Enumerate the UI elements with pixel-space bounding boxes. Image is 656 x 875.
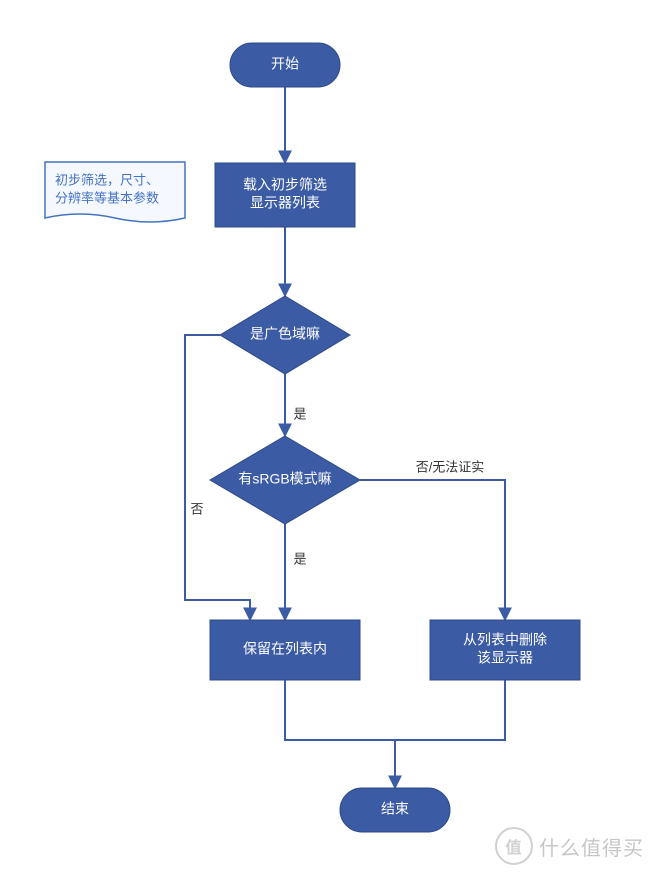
edge-keep-end bbox=[285, 680, 395, 788]
svg-text:初步筛选，尺寸、: 初步筛选，尺寸、 bbox=[55, 172, 159, 187]
svg-text:结束: 结束 bbox=[381, 801, 409, 817]
watermark-text: 什么值得买 bbox=[539, 832, 644, 861]
svg-text:显示器列表: 显示器列表 bbox=[250, 195, 320, 211]
node-decision-gamut: 是广色域嘛 bbox=[220, 296, 350, 374]
svg-text:从列表中删除: 从列表中删除 bbox=[463, 632, 547, 648]
node-end: 结束 bbox=[340, 788, 450, 832]
svg-text:有sRGB模式嘛: 有sRGB模式嘛 bbox=[238, 471, 331, 487]
node-decision-srgb: 有sRGB模式嘛 bbox=[210, 436, 360, 524]
edge-label-d2-yes: 是 bbox=[293, 551, 306, 566]
node-keep: 保留在列表内 bbox=[210, 620, 360, 680]
svg-text:保留在列表内: 保留在列表内 bbox=[243, 641, 327, 657]
node-start: 开始 bbox=[230, 43, 340, 87]
svg-text:分辨率等基本参数: 分辨率等基本参数 bbox=[55, 190, 159, 205]
svg-text:载入初步筛选: 载入初步筛选 bbox=[243, 177, 327, 193]
watermark-badge-icon: 值 bbox=[495, 827, 533, 865]
edge-label-d1-yes: 是 bbox=[293, 406, 306, 421]
node-load: 载入初步筛选 显示器列表 bbox=[215, 163, 355, 227]
edge-remove-end bbox=[395, 680, 505, 740]
svg-text:是广色域嘛: 是广色域嘛 bbox=[250, 326, 320, 342]
svg-text:该显示器: 该显示器 bbox=[477, 650, 533, 666]
flowchart-canvas: 是 是 否 否/无法证实 开始 初步筛选，尺寸、 分辨率等基本参数 载入初步筛选… bbox=[0, 0, 656, 875]
node-remove: 从列表中删除 该显示器 bbox=[430, 620, 580, 680]
svg-text:开始: 开始 bbox=[271, 56, 299, 72]
node-note: 初步筛选，尺寸、 分辨率等基本参数 bbox=[45, 162, 185, 222]
edge-label-d1-no: 否 bbox=[190, 501, 203, 516]
edge-label-d2-no: 否/无法证实 bbox=[416, 459, 485, 474]
edge-d2-no-remove bbox=[360, 480, 505, 620]
watermark: 值 什么值得买 bbox=[495, 827, 644, 865]
